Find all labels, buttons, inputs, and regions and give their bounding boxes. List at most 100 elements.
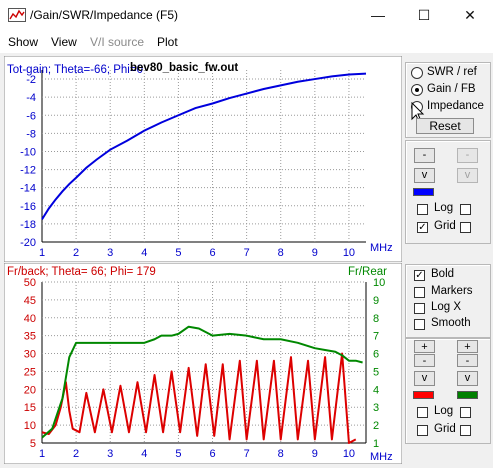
gain-grid-label: Grid bbox=[434, 220, 456, 232]
markers-checkbox[interactable] bbox=[414, 287, 425, 298]
frback-chart-title: Fr/back; Theta= 66; Phi= 179 bbox=[7, 266, 156, 278]
x-tick-label: 5 bbox=[175, 247, 181, 259]
x-tick-label: 4 bbox=[141, 247, 147, 259]
y-tick-label: -12 bbox=[20, 165, 36, 177]
y2-tick-label: 7 bbox=[373, 331, 379, 343]
y2-tick-label: 3 bbox=[373, 402, 379, 414]
x-tick-label: 5 bbox=[175, 448, 181, 460]
frback-zoom-in-button[interactable]: + bbox=[414, 340, 435, 353]
title-bar[interactable] bbox=[0, 0, 493, 32]
y-tick-label: -8 bbox=[26, 128, 36, 140]
frrear-zoom-in-button[interactable]: + bbox=[457, 340, 478, 353]
gain2-log-checkbox[interactable] bbox=[460, 204, 471, 215]
window-title: /Gain/SWR/Impedance (F5) bbox=[30, 8, 179, 22]
frrear-zoom-out-button[interactable]: - bbox=[457, 354, 478, 367]
frback-grid-label: Grid bbox=[434, 423, 456, 435]
gain-chart-x-ticks: 1 2 3 4 5 6 7 8 9 10 bbox=[39, 247, 355, 259]
gain-grid-checkbox[interactable]: ✓ bbox=[417, 222, 428, 233]
y-tick-label: -2 bbox=[26, 74, 36, 86]
x-tick-label: 2 bbox=[73, 247, 79, 259]
x-tick-label: 4 bbox=[141, 448, 147, 460]
menu-plot[interactable]: Plot bbox=[157, 35, 178, 49]
x-tick-label: 7 bbox=[244, 448, 250, 460]
bold-checkbox[interactable]: ✓ bbox=[414, 270, 425, 281]
frback-shift-down-button[interactable]: v bbox=[414, 371, 435, 386]
x-tick-label: 3 bbox=[107, 448, 113, 460]
gain-chart: -2 -4 -6 -8 -10 -12 -14 -16 -18 -20 1 2 3 4 5 6 7 8 9 10 T… bbox=[4, 56, 402, 262]
gain-chart-xlabel: MHz bbox=[370, 242, 393, 254]
radio-gain-fb[interactable] bbox=[411, 84, 423, 96]
markers-label: Markers bbox=[431, 285, 473, 297]
frback-chart-series bbox=[41, 325, 363, 444]
radio-impedance-label: Impedance bbox=[427, 100, 484, 112]
gain2-scale-down-button[interactable]: - bbox=[457, 148, 478, 163]
menu-vi-source[interactable]: V/I source bbox=[90, 35, 145, 49]
y-tick-label: 20 bbox=[24, 384, 36, 396]
x-tick-label: 2 bbox=[73, 448, 79, 460]
frback-chart-xlabel: MHz bbox=[370, 451, 393, 463]
frback-grid-checkbox[interactable] bbox=[417, 425, 428, 436]
frback-chart-x-ticks: 1 2 3 4 5 6 7 8 9 10 bbox=[39, 448, 355, 460]
y-tick-label: 15 bbox=[24, 402, 36, 414]
x-tick-label: 9 bbox=[312, 247, 318, 259]
frback-chart-y2-title: Fr/Rear bbox=[348, 266, 387, 278]
y-tick-label: -20 bbox=[20, 237, 36, 249]
frrear-grid-checkbox[interactable] bbox=[460, 425, 471, 436]
gain2-grid-checkbox[interactable] bbox=[460, 222, 471, 233]
radio-gain-fb-label: Gain / FB bbox=[427, 83, 476, 95]
logx-checkbox[interactable] bbox=[414, 303, 425, 314]
frback-zoom-out-button[interactable]: - bbox=[414, 354, 435, 367]
gain-chart-title: Tot-gain; Theta=-66; Phi=0 bbox=[7, 64, 143, 76]
gain-color-swatch[interactable] bbox=[413, 188, 434, 196]
frback-color-swatch[interactable] bbox=[413, 391, 434, 399]
minimize-button[interactable]: — bbox=[371, 7, 385, 23]
radio-swr-label: SWR / ref bbox=[427, 66, 477, 78]
x-tick-label: 10 bbox=[343, 247, 355, 259]
reset-button[interactable]: Reset bbox=[416, 118, 474, 134]
frback-chart-frame bbox=[4, 263, 402, 464]
gain-chart-file-label: bev80_basic_fw.out bbox=[130, 62, 238, 74]
y-tick-label: -10 bbox=[20, 146, 36, 158]
frrear-log-checkbox[interactable] bbox=[460, 407, 471, 418]
y-tick-label: 35 bbox=[24, 331, 36, 343]
maximize-button[interactable]: ☐ bbox=[417, 7, 431, 23]
gain-log-label: Log bbox=[434, 202, 454, 214]
gain-shift-down-button[interactable]: v bbox=[414, 168, 435, 183]
y-tick-label: -14 bbox=[20, 183, 36, 195]
frback-log-label: Log bbox=[434, 405, 454, 417]
frrear-series-line bbox=[41, 325, 363, 439]
x-tick-label: 8 bbox=[278, 448, 284, 460]
smooth-checkbox[interactable] bbox=[414, 319, 425, 330]
x-tick-label: 10 bbox=[343, 448, 355, 460]
gain-series-line bbox=[41, 72, 367, 220]
x-tick-label: 1 bbox=[39, 247, 45, 259]
y-tick-label: -18 bbox=[20, 219, 36, 231]
smooth-label: Smooth bbox=[431, 317, 471, 329]
y2-tick-label: 9 bbox=[373, 295, 379, 307]
y2-tick-label: 1 bbox=[373, 438, 379, 450]
x-tick-label: 9 bbox=[312, 448, 318, 460]
gain-log-checkbox[interactable] bbox=[417, 204, 428, 215]
close-button[interactable]: ✕ bbox=[464, 7, 476, 23]
frrear-shift-down-button[interactable]: v bbox=[457, 371, 478, 386]
y-tick-label: 50 bbox=[24, 277, 36, 289]
gain-chart-series bbox=[41, 72, 367, 220]
menu-show[interactable]: Show bbox=[8, 35, 39, 49]
gain2-shift-down-button[interactable]: v bbox=[457, 168, 478, 183]
y-tick-label: 5 bbox=[30, 438, 36, 450]
y2-tick-label: 10 bbox=[373, 277, 385, 289]
y2-tick-label: 8 bbox=[373, 313, 379, 325]
menu-view[interactable]: View bbox=[51, 35, 77, 49]
bold-label: Bold bbox=[431, 268, 455, 280]
y-tick-label: 45 bbox=[24, 295, 36, 307]
y-tick-label: -4 bbox=[26, 92, 36, 104]
x-tick-label: 6 bbox=[209, 247, 215, 259]
radio-swr[interactable] bbox=[411, 67, 423, 79]
y2-tick-label: 2 bbox=[373, 420, 379, 432]
x-tick-label: 8 bbox=[278, 247, 284, 259]
frback-log-checkbox[interactable] bbox=[417, 407, 428, 418]
gain-scale-down-button[interactable]: - bbox=[414, 148, 435, 163]
logx-label: Log X bbox=[431, 301, 462, 313]
frrear-color-swatch[interactable] bbox=[457, 391, 478, 399]
